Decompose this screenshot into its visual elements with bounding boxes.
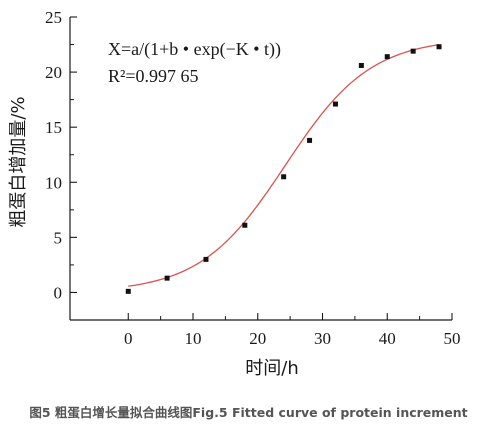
- equation-text: X=a/(1+b • exp(−K • t)): [108, 39, 281, 60]
- x-tick-label: 0: [124, 329, 133, 348]
- data-points: [125, 44, 442, 294]
- data-point: [164, 275, 170, 281]
- y-tick-label: 20: [45, 63, 62, 82]
- data-point: [384, 54, 390, 60]
- x-tick-label: 30: [314, 329, 331, 348]
- y-tick-label: 15: [45, 118, 62, 137]
- data-point: [358, 62, 364, 68]
- x-axis-title: 时间/h: [245, 358, 298, 379]
- data-point: [203, 256, 209, 262]
- r-squared-text: R²=0.997 65: [108, 66, 199, 86]
- data-point: [332, 101, 338, 107]
- figure-caption: 图5 粗蛋白增长量拟合曲线图Fig.5 Fitted curve of prot…: [29, 405, 468, 420]
- data-point: [436, 44, 442, 50]
- data-point: [307, 137, 313, 143]
- y-tick-label: 5: [54, 228, 63, 247]
- fit-curve-layer: [128, 44, 440, 287]
- fit-curve: [128, 44, 440, 287]
- x-tick-label: 50: [444, 329, 461, 348]
- y-tick-label: 10: [45, 173, 62, 192]
- y-axis-title: 粗蛋白增加量/%: [8, 96, 29, 227]
- data-point: [410, 48, 416, 54]
- data-point: [281, 174, 287, 180]
- tick-labels: 0 10 20 30 40 50 0 5 10 15 20 25: [45, 8, 461, 348]
- x-tick-label: 10: [185, 329, 202, 348]
- x-tick-label: 40: [379, 329, 396, 348]
- axes: [69, 16, 453, 321]
- y-tick-label: 25: [45, 8, 62, 27]
- data-point: [125, 288, 131, 294]
- fitted-curve-chart: 0 10 20 30 40 50 0 5 10 15 20 25 X=a/(1+b • exp(−K …: [8, 8, 461, 379]
- data-point: [242, 222, 248, 228]
- x-tick-label: 20: [249, 329, 266, 348]
- y-tick-label: 0: [54, 283, 63, 302]
